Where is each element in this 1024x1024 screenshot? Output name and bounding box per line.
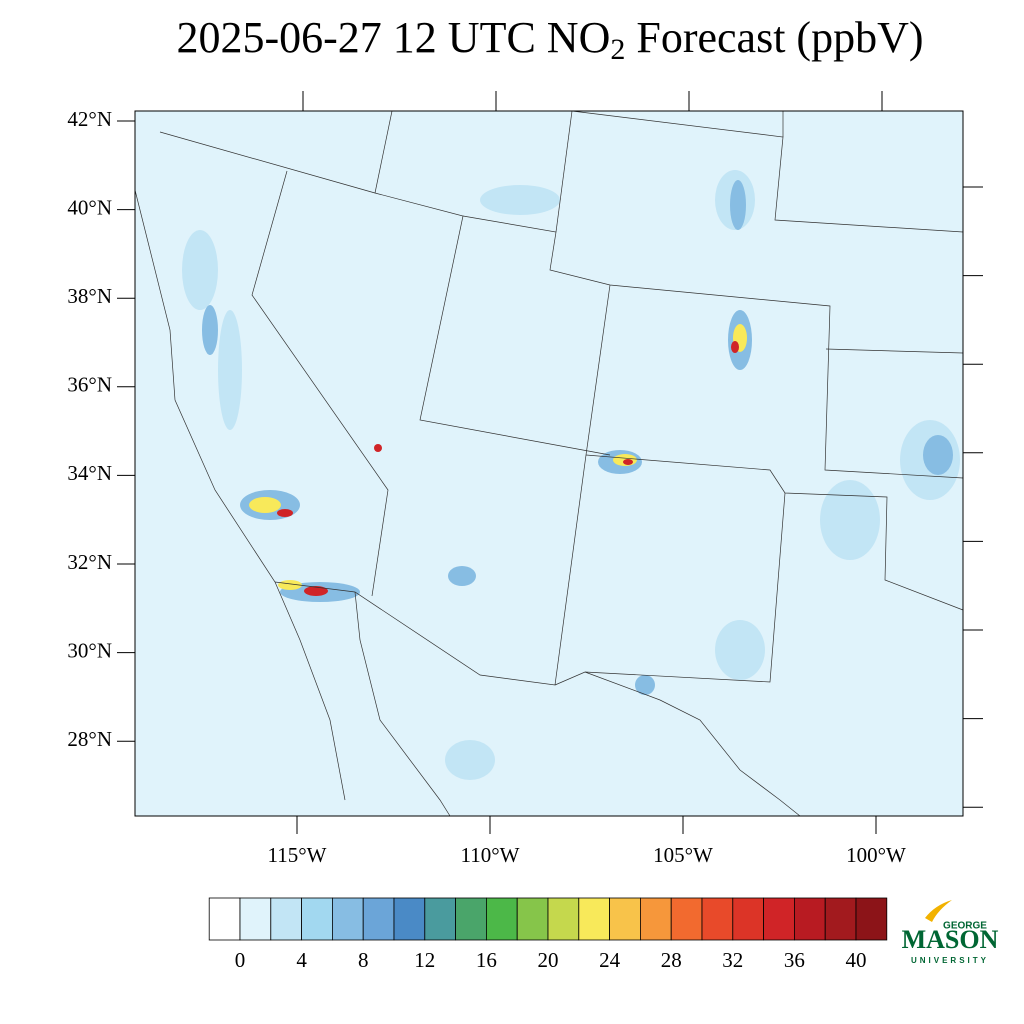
- lat-label: 40°N: [67, 195, 112, 219]
- colorbar-box: [855, 897, 888, 941]
- colorbar-box: [640, 897, 672, 941]
- lat-label: 42°N: [67, 107, 112, 131]
- colorbar-box: [516, 897, 549, 941]
- colorbar-box: [362, 897, 395, 941]
- map-frame: [134, 110, 964, 817]
- lat-label: 28°N: [67, 727, 112, 751]
- lon-label: 110°W: [461, 843, 520, 867]
- colorbar-box: [794, 897, 826, 941]
- state-borders: [134, 110, 964, 817]
- colorbar-box: [393, 897, 426, 941]
- logo-top: GEORGE: [943, 921, 987, 932]
- title-subscript: 2: [610, 33, 625, 66]
- colorbar-tick-label: 32: [722, 948, 743, 972]
- colorbar-box: [578, 897, 610, 941]
- colorbar-tick-label: 12: [414, 948, 435, 972]
- lon-label: 100°W: [846, 843, 906, 867]
- lat-label: 38°N: [67, 284, 112, 308]
- colorbar-box: [485, 897, 518, 941]
- lon-label: 105°W: [653, 843, 713, 867]
- map: 42°N 40°N 38°N 36°N 34°N 32°N 30°N 28°N 115°W 110…: [67, 91, 983, 867]
- logo: GEORGE MASON UNIVERSITY: [902, 900, 999, 965]
- colorbar-box: [424, 897, 456, 941]
- colorbar-box: [609, 897, 641, 941]
- map-background: [135, 111, 963, 816]
- colorbar-box: [301, 897, 333, 941]
- colorbar-box: [824, 897, 857, 941]
- colorbar-tick-label: 8: [358, 948, 369, 972]
- colorbar-box: [455, 897, 487, 941]
- title: 2025-06-27 12 UTC NO2 Forecast (ppbV): [177, 13, 924, 66]
- lon-label: 115°W: [268, 843, 327, 867]
- colorbar-box: [270, 897, 302, 941]
- colorbar-tick-label: 40: [846, 948, 867, 972]
- colorbar-tick-label: 16: [476, 948, 497, 972]
- colorbar-box: [208, 897, 241, 941]
- colorbar-box: [331, 897, 364, 941]
- colorbar: 0 4 8 12 16 20 24 28 32 36 40: [208, 897, 888, 972]
- lat-label: 36°N: [67, 373, 112, 397]
- colorbar-tick-label: 36: [784, 948, 805, 972]
- logo-main: MASON: [902, 925, 999, 954]
- concentration-areas: [249, 324, 747, 590]
- colorbar-box: [670, 897, 703, 941]
- colorbar-tick-label: 24: [599, 948, 621, 972]
- concentration-areas: [182, 170, 960, 780]
- logo-bottom: UNIVERSITY: [911, 956, 989, 965]
- colorbar-box: [732, 897, 764, 941]
- title-main: 2025-06-27 12 UTC NO: [177, 13, 611, 62]
- colorbar-box: [239, 897, 272, 941]
- lat-label: 34°N: [67, 461, 112, 485]
- logo-mark: [925, 900, 952, 922]
- colorbar-tick-label: 20: [538, 948, 559, 972]
- colorbar-tick-label: 28: [661, 948, 682, 972]
- concentration-areas: [277, 341, 739, 596]
- lat-label: 32°N: [67, 550, 112, 574]
- colorbar-box: [547, 897, 580, 941]
- colorbar-box: [701, 897, 734, 941]
- colorbar-tick-label: 0: [235, 948, 246, 972]
- colorbar-box: [763, 897, 795, 941]
- title-rest: Forecast (ppbV): [625, 13, 923, 62]
- lat-label: 30°N: [67, 638, 112, 662]
- colorbar-tick-label: 4: [296, 948, 307, 972]
